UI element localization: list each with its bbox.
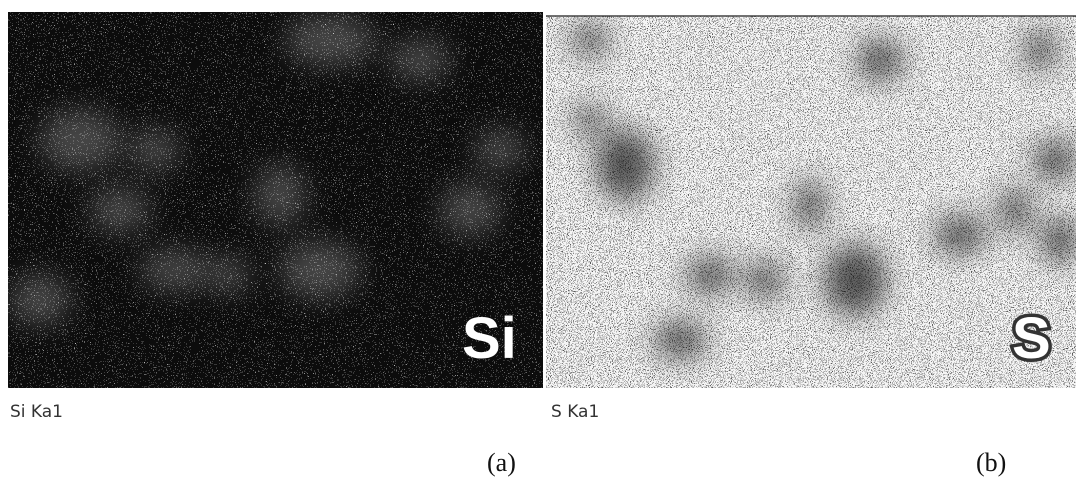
caption: S Ka1: [551, 402, 599, 422]
panel-tag: (a): [487, 448, 516, 477]
figure: Si S Si Ka1 S Ka1 (a) (b): [0, 0, 1076, 479]
panel-tag: (b): [976, 448, 1006, 477]
s-map: [546, 16, 1076, 388]
element-label: Si: [462, 306, 517, 371]
element-label: S: [1012, 306, 1051, 371]
page: Si S Si Ka1 S Ka1 (a) (b) (() => { const…: [0, 0, 1076, 479]
caption: Si Ka1: [10, 402, 63, 422]
